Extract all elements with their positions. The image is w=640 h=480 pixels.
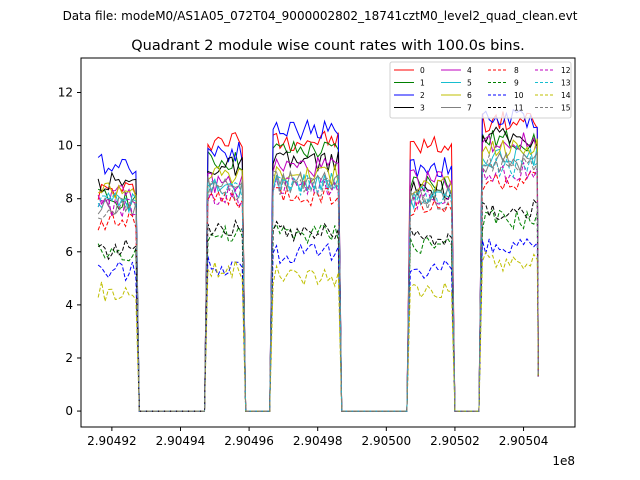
series-line-3: [97, 126, 539, 412]
legend-label-2: 2: [420, 91, 425, 100]
series-line-9: [97, 209, 539, 412]
legend-label-10: 10: [514, 91, 524, 100]
legend-label-11: 11: [514, 104, 524, 113]
y-tick-label: 4: [65, 298, 73, 312]
legend-label-4: 4: [467, 66, 472, 75]
series-line-2: [97, 108, 539, 412]
x-tick-label: 2.90498: [293, 434, 343, 448]
series-line-10: [97, 237, 539, 412]
y-tick-label: 2: [65, 351, 73, 365]
x-offset-label: 1e8: [552, 454, 575, 468]
chart-title: Quadrant 2 module wise count rates with …: [131, 38, 525, 54]
x-tick-label: 2.90494: [156, 434, 206, 448]
series-line-12: [97, 162, 539, 412]
series-layer: [97, 108, 539, 412]
x-tick-label: 2.90500: [362, 434, 412, 448]
plot-frame: [80, 57, 576, 428]
x-tick-label: 2.90496: [224, 434, 274, 448]
legend-label-5: 5: [467, 79, 472, 88]
legend-label-1: 1: [420, 79, 425, 88]
series-line-1: [97, 129, 539, 412]
series-line-14: [97, 250, 539, 412]
legend-label-3: 3: [420, 104, 425, 113]
x-tick-label: 2.90504: [499, 434, 549, 448]
y-tick-label: 10: [58, 139, 73, 153]
legend-label-0: 0: [420, 66, 425, 75]
legend-label-15: 15: [561, 104, 571, 113]
series-line-6: [98, 138, 539, 412]
y-tick-label: 8: [65, 192, 73, 206]
y-tick-label: 0: [65, 404, 73, 418]
series-line-15: [98, 153, 539, 412]
x-tick-label: 2.90492: [87, 434, 137, 448]
legend-label-12: 12: [561, 66, 571, 75]
series-line-4: [97, 132, 539, 412]
y-tick-label: 6: [65, 245, 73, 259]
axis-ticks: 2.90492 2.90494 2.90496 2.90498 2.90500 2.905…: [58, 86, 549, 448]
legend-label-9: 9: [514, 79, 519, 88]
y-tick-label: 12: [58, 86, 73, 100]
series-line-8: [97, 171, 539, 412]
legend-label-8: 8: [514, 66, 519, 75]
legend-label-14: 14: [561, 91, 571, 100]
legend-label-13: 13: [561, 79, 571, 88]
legend-box: [389, 61, 572, 119]
series-line-5: [97, 144, 539, 412]
legend-label-6: 6: [467, 91, 472, 100]
data-file-label: Data file: modeM0/AS1A05_072T04_90000028…: [63, 9, 578, 23]
x-tick-label: 2.90502: [430, 434, 480, 448]
legend-label-7: 7: [467, 104, 472, 113]
